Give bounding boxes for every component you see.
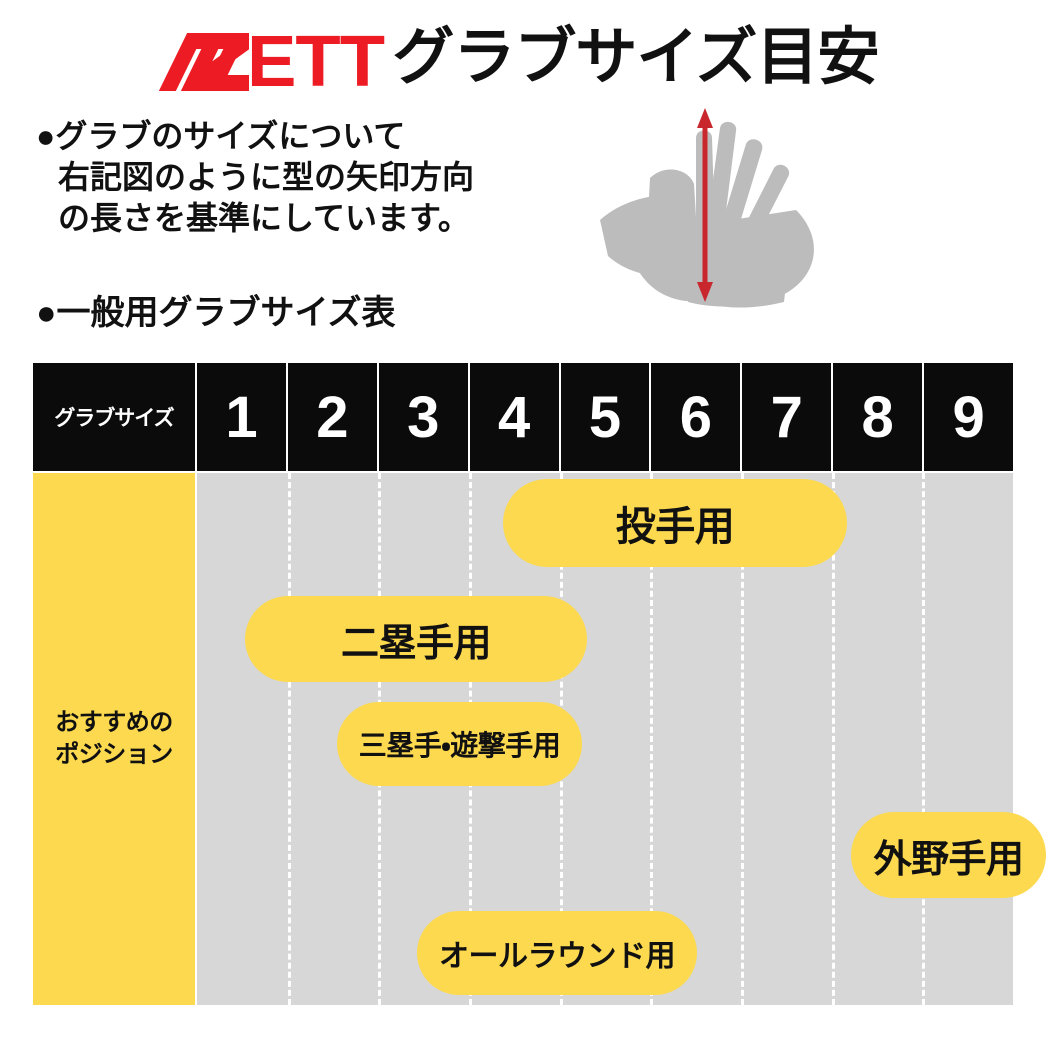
intro-line-2: 右記図のように型の矢印方向 [58,158,475,195]
header: ETT グラブサイズ目安 [0,18,1050,98]
table-header-size-8: 8 [833,363,923,471]
position-pill-4: 外野手用 [851,812,1046,898]
glove-hand-diagram [600,92,830,308]
table-header-size-2: 2 [287,363,377,471]
section-heading: ●一般用グラブサイズ表 [36,294,396,332]
row-label-line-2: ポジション [55,741,173,768]
intro-line-1: ●グラブのサイズについて [36,118,406,154]
position-pill-label: 三塁手・遊撃手用 [358,730,561,761]
position-pill-label: 二塁手用 [340,622,492,665]
position-grid: 投手用二塁手用三塁手・遊撃手用外野手用オールラウンド用 [197,473,1046,1005]
hand-silhouette-icon [600,108,814,308]
position-pill-label: 外野手用 [873,838,1024,881]
grid-divider-1 [287,473,291,1005]
intro-line-3: の長さを基準にしています。 [58,199,470,236]
zett-logo-wordmark: ETT [247,22,385,102]
grid-divider-8 [922,473,926,1005]
intro-block: ●グラブのサイズについて 右記図のように型の矢印方向 の長さを基準にしています。 [36,116,596,239]
table-body: おすすめの ポジション 投手用二塁手用三塁手・遊撃手用外野手用オールラウンド用 [33,473,1046,1005]
table-header-size-9: 9 [924,363,1014,471]
position-pill-1: 投手用 [503,479,847,567]
page-title: グラブサイズ目安 [392,23,879,92]
row-label-recommended-position: おすすめの ポジション [33,473,195,1005]
glove-size-table: グラブサイズ 1 2 3 4 5 6 7 8 9 おすすめの ポジション 投手用… [33,363,1046,1005]
table-header-row: グラブサイズ 1 2 3 4 5 6 7 8 9 [33,363,1014,471]
position-pill-3: 三塁手・遊撃手用 [337,702,582,786]
table-header-label: グラブサイズ [33,363,195,471]
zett-logo-stripes-icon [159,33,250,91]
row-label-line-1: おすすめの [55,708,173,736]
grid-divider-5 [650,473,654,1005]
grid-divider-7 [831,473,835,1005]
table-header-size-7: 7 [742,363,832,471]
position-pill-label: オールラウンド用 [439,940,676,973]
position-pill-5: オールラウンド用 [417,911,697,995]
zett-logo: ETT [159,25,385,98]
position-pill-label: 投手用 [615,505,735,549]
table-header-size-4: 4 [469,363,559,471]
table-header-size-5: 5 [560,363,650,471]
measure-arrow-icon [697,108,713,302]
position-pill-2: 二塁手用 [245,596,587,682]
table-header-size-1: 1 [197,363,286,471]
grid-divider-6 [741,473,744,1005]
table-header-size-6: 6 [651,363,741,471]
table-header-size-3: 3 [378,363,468,471]
